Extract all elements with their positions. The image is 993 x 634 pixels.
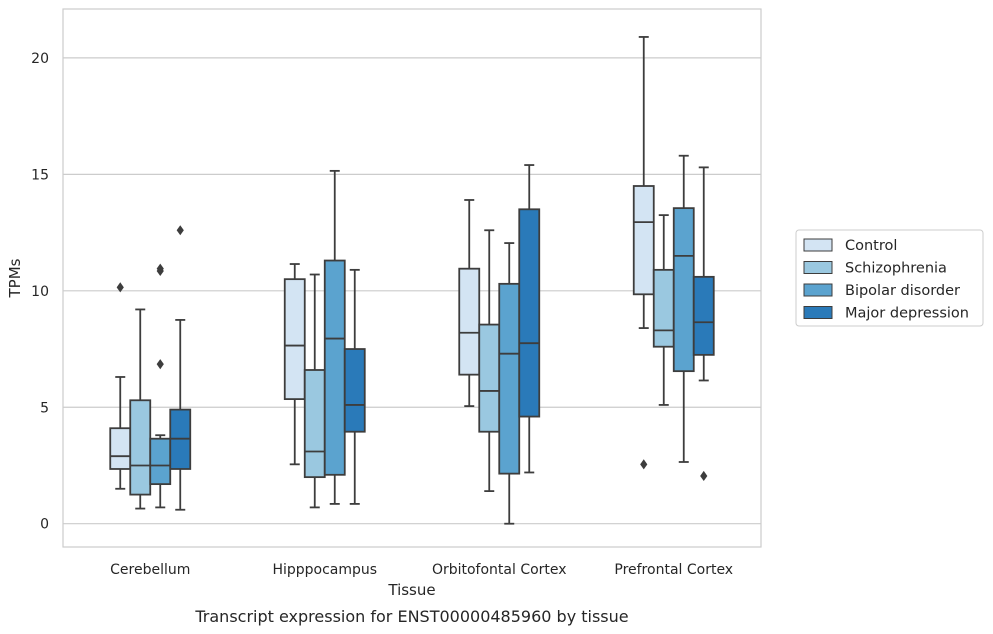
box-iqr <box>478 323 501 433</box>
box-bipolar-disorder <box>672 154 695 463</box>
x-tick-label: Prefrontal Cortex <box>614 562 733 578</box>
legend-label: Major depression <box>845 306 969 322</box>
box-iqr <box>343 348 366 433</box>
plot-area-frame <box>62 8 762 548</box>
box-iqr <box>129 399 152 496</box>
box-control <box>109 282 132 490</box>
y-tick-label: 20 <box>31 51 49 67</box>
legend-swatch <box>803 283 833 297</box>
box-major-depression <box>169 225 192 511</box>
box-iqr <box>672 207 695 373</box>
box-bipolar-disorder <box>323 169 346 505</box>
legend-label: Schizophrenia <box>845 261 947 277</box>
legend-label: Bipolar disorder <box>845 283 960 299</box>
outlier-point <box>116 282 124 293</box>
box-iqr <box>323 259 346 476</box>
x-axis-label: Tissue <box>387 581 435 599</box>
legend-swatch <box>803 238 833 252</box>
box-iqr <box>283 278 306 401</box>
box-schizophrenia <box>303 273 326 509</box>
outlier-point <box>640 459 648 470</box>
box-schizophrenia <box>129 308 152 510</box>
legend: Control Schizophrenia Bipolar disorder Majo… <box>795 229 984 327</box>
box-iqr <box>652 268 675 348</box>
box-control <box>283 263 306 466</box>
box-schizophrenia <box>652 214 675 406</box>
box-major-depression <box>692 166 715 482</box>
box-series <box>109 36 715 525</box>
y-tick-label: 15 <box>31 167 49 183</box>
box-control <box>458 199 481 407</box>
outlier-point <box>156 263 164 274</box>
y-axis-ticks: 0 5 10 15 20 <box>31 51 49 533</box>
box-iqr <box>632 185 655 296</box>
box-iqr <box>518 208 541 418</box>
box-bipolar-disorder <box>149 263 172 509</box>
legend-swatch <box>803 306 833 319</box>
x-axis-ticks: Cerebellum Hipppocampus Orbitofontal Corte… <box>110 562 733 578</box>
box-iqr <box>149 437 172 486</box>
y-tick-label: 0 <box>40 517 49 533</box>
outlier-point <box>176 225 184 236</box>
box-iqr <box>498 282 521 475</box>
x-tick-label: Orbitofontal Cortex <box>432 562 567 578</box>
box-iqr <box>458 267 481 376</box>
chart-caption: Transcript expression for ENST0000048596… <box>194 607 628 626</box>
box-major-depression <box>518 164 541 474</box>
legend-frame <box>795 229 984 327</box>
box-iqr <box>303 369 326 479</box>
x-tick-label: Cerebellum <box>110 562 190 578</box>
y-tick-label: 10 <box>31 284 49 300</box>
box-major-depression <box>343 268 366 505</box>
outlier-point <box>700 470 708 482</box>
y-axis-label: TPMs <box>6 258 24 298</box>
box-bipolar-disorder <box>498 242 521 525</box>
legend-swatch <box>803 261 833 274</box>
y-tick-label: 5 <box>40 400 49 416</box>
gridlines <box>63 57 761 525</box>
outlier-point <box>156 359 164 370</box>
box-schizophrenia <box>478 229 501 493</box>
box-iqr <box>109 427 132 470</box>
x-tick-label: Hipppocampus <box>272 562 377 578</box>
box-control <box>632 36 655 470</box>
legend-label: Control <box>845 238 897 254</box>
box-iqr <box>692 275 715 356</box>
